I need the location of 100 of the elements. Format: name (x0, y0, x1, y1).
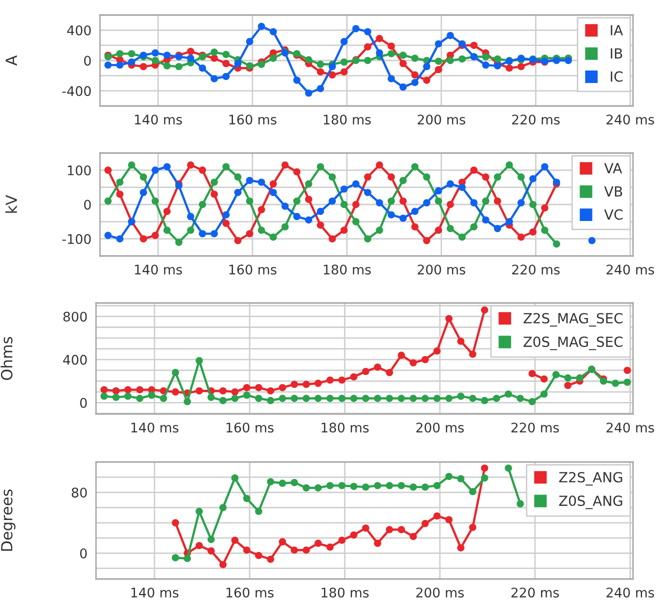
point (423, 62, 430, 70)
point (246, 62, 254, 70)
point (612, 380, 620, 387)
point (541, 226, 548, 234)
y-tick-label: 100 (68, 165, 91, 176)
point (234, 188, 242, 196)
point (243, 384, 250, 392)
point (302, 484, 310, 492)
point (410, 394, 417, 402)
point (172, 554, 180, 562)
point (293, 168, 300, 176)
point (457, 475, 464, 482)
point (340, 68, 348, 76)
point (423, 236, 430, 244)
point (278, 538, 286, 546)
point (152, 49, 159, 57)
point (316, 208, 324, 215)
point (210, 178, 218, 186)
point (104, 232, 112, 240)
point (290, 546, 298, 554)
legend-label: VC (604, 209, 623, 220)
point (445, 394, 453, 402)
point (504, 464, 512, 472)
point (446, 224, 454, 232)
point (266, 478, 274, 486)
point (314, 394, 322, 402)
point (172, 388, 180, 396)
point (399, 176, 407, 184)
point (255, 552, 262, 560)
point (112, 387, 120, 394)
point (541, 163, 548, 170)
point (187, 212, 194, 220)
point (422, 520, 429, 528)
point (445, 472, 453, 480)
point (210, 54, 218, 62)
point (338, 394, 346, 402)
point (316, 68, 324, 76)
point (399, 52, 407, 59)
point (184, 554, 191, 562)
point (364, 235, 372, 242)
point (116, 61, 124, 69)
point (364, 43, 372, 50)
y-tick-label: 80 (72, 488, 87, 498)
point (290, 478, 298, 486)
point (302, 380, 310, 388)
point (458, 184, 466, 191)
point (388, 50, 395, 58)
point (270, 234, 277, 241)
point (469, 350, 476, 358)
point (352, 180, 360, 188)
point (100, 386, 108, 394)
point (222, 72, 230, 80)
x-tick-label: 160 ms (229, 264, 276, 275)
point (128, 161, 136, 169)
point (528, 370, 536, 378)
point (316, 84, 324, 92)
point (258, 22, 266, 30)
point (172, 368, 180, 376)
point (399, 60, 407, 68)
point (305, 196, 312, 203)
point (340, 200, 348, 208)
point (231, 388, 238, 396)
point (434, 187, 442, 194)
point (326, 543, 334, 551)
point (386, 482, 394, 490)
point (270, 188, 277, 196)
point (423, 76, 430, 84)
y-tick-label: -400 (62, 86, 91, 96)
point (480, 306, 488, 314)
point (374, 482, 382, 490)
point (350, 394, 358, 402)
legend-label: Z0S_ANG (559, 496, 622, 510)
point (340, 185, 348, 193)
point (246, 176, 254, 184)
point (175, 62, 182, 70)
point (196, 542, 203, 550)
point (152, 232, 159, 240)
point (482, 53, 490, 60)
point (433, 482, 441, 490)
point (364, 173, 372, 181)
point (196, 357, 203, 364)
point (494, 173, 502, 181)
point (255, 508, 262, 515)
point (492, 394, 500, 402)
point (624, 366, 631, 374)
point (364, 28, 372, 36)
point (160, 394, 168, 402)
point (445, 516, 453, 524)
point (234, 236, 242, 244)
legend-label: VB (604, 186, 622, 196)
point (231, 394, 238, 402)
point (518, 173, 525, 181)
point (187, 161, 194, 169)
point (388, 173, 395, 181)
point (140, 62, 148, 70)
point (243, 494, 250, 502)
x-tick-label: 200 ms (418, 264, 466, 275)
point (362, 368, 370, 376)
point (198, 230, 206, 238)
point (219, 560, 227, 568)
